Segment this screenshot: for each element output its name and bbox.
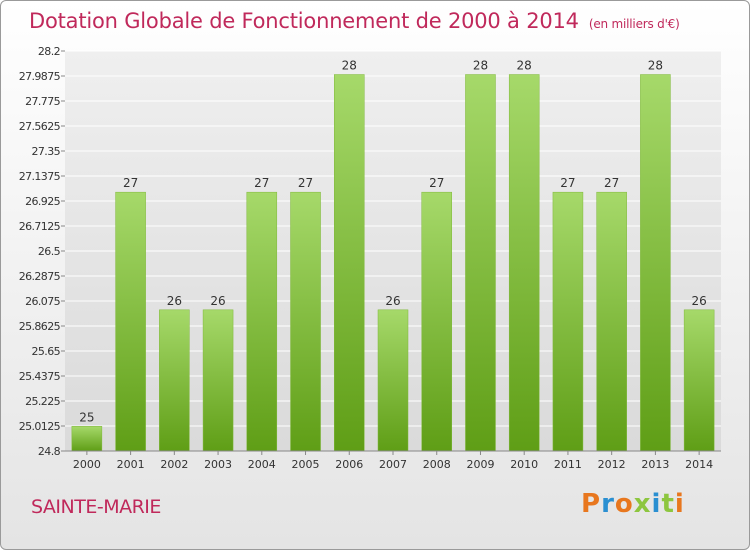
data-label: 28 [517, 59, 532, 73]
x-tick-label: 2011 [554, 458, 582, 471]
x-tick-label: 2001 [117, 458, 145, 471]
x-tick-label: 2009 [466, 458, 494, 471]
bar [159, 309, 190, 452]
bar [246, 191, 278, 452]
data-label: 27 [298, 176, 313, 190]
y-tick-label: 27.9875 [19, 70, 61, 83]
x-tick-label: 2005 [292, 458, 320, 471]
x-tick-label: 2004 [248, 458, 276, 471]
y-tick-label: 27.1375 [19, 170, 61, 183]
y-tick-label: 27.5625 [19, 120, 61, 133]
data-label: 26 [210, 294, 225, 308]
bar [377, 309, 409, 452]
logo-letter: r [601, 489, 615, 519]
bar [115, 191, 146, 452]
y-tick-label: 27.775 [25, 95, 60, 108]
y-tick-label: 27.35 [32, 145, 61, 158]
x-tick-label: 2010 [510, 458, 538, 471]
y-tick-label: 26.075 [25, 295, 60, 308]
x-tick-label: 2013 [641, 458, 669, 471]
data-label: 27 [560, 176, 575, 190]
data-label: 27 [123, 176, 138, 190]
chart-subtitle: (en milliers d'€) [588, 17, 680, 31]
y-tick-label: 25.8625 [19, 320, 61, 333]
proxiti-logo[interactable]: Proxiti [581, 489, 685, 519]
y-tick-label: 25.225 [25, 395, 60, 408]
bar [334, 74, 365, 452]
y-tick-label: 28.2 [38, 45, 60, 58]
y-tick-label: 24.8 [38, 445, 61, 458]
x-tick-label: 2003 [204, 458, 232, 471]
y-tick-label: 26.7125 [19, 220, 61, 233]
y-tick-label: 26.2875 [19, 270, 61, 283]
y-tick-label: 26.5 [38, 245, 61, 258]
logo-letter: o [614, 489, 634, 519]
x-tick-label: 2006 [335, 458, 363, 471]
bar [465, 74, 496, 452]
x-tick-label: 2000 [73, 458, 101, 471]
logo-letter: i [651, 489, 662, 519]
logo-letter: P [581, 489, 602, 519]
y-tick-label: 25.0125 [19, 420, 61, 433]
logo-letter: t [661, 489, 675, 519]
bar [290, 191, 321, 452]
data-label: 26 [167, 294, 182, 308]
commune-name: SAINTE-MARIE [31, 496, 161, 518]
x-tick-label: 2008 [423, 458, 451, 471]
x-tick-label: 2012 [598, 458, 626, 471]
x-tick-label: 2007 [379, 458, 407, 471]
title-text: Dotation Globale de Fonctionnement de 20… [29, 9, 579, 33]
bar [202, 309, 234, 452]
bar [552, 191, 584, 452]
data-label: 28 [648, 59, 663, 73]
bar [71, 426, 103, 452]
bar [640, 74, 671, 452]
y-tick-label: 25.4375 [19, 370, 61, 383]
y-tick-label: 25.65 [32, 345, 61, 358]
y-tick-label: 26.925 [25, 195, 60, 208]
bar [683, 309, 715, 452]
bar [596, 191, 627, 452]
x-tick-label: 2014 [685, 458, 713, 471]
x-tick-label: 2002 [160, 458, 188, 471]
bar [421, 191, 452, 452]
data-label: 28 [342, 59, 357, 73]
data-label: 27 [429, 176, 444, 190]
bar [508, 74, 540, 452]
logo-letter: i [674, 489, 685, 519]
data-label: 27 [254, 176, 269, 190]
chart-title: Dotation Globale de Fonctionnement de 20… [29, 9, 680, 33]
data-label: 25 [79, 410, 94, 424]
logo-letter: x [633, 489, 652, 519]
data-label: 26 [691, 294, 706, 308]
data-label: 28 [473, 59, 488, 73]
data-label: 26 [385, 294, 400, 308]
data-label: 27 [604, 176, 619, 190]
